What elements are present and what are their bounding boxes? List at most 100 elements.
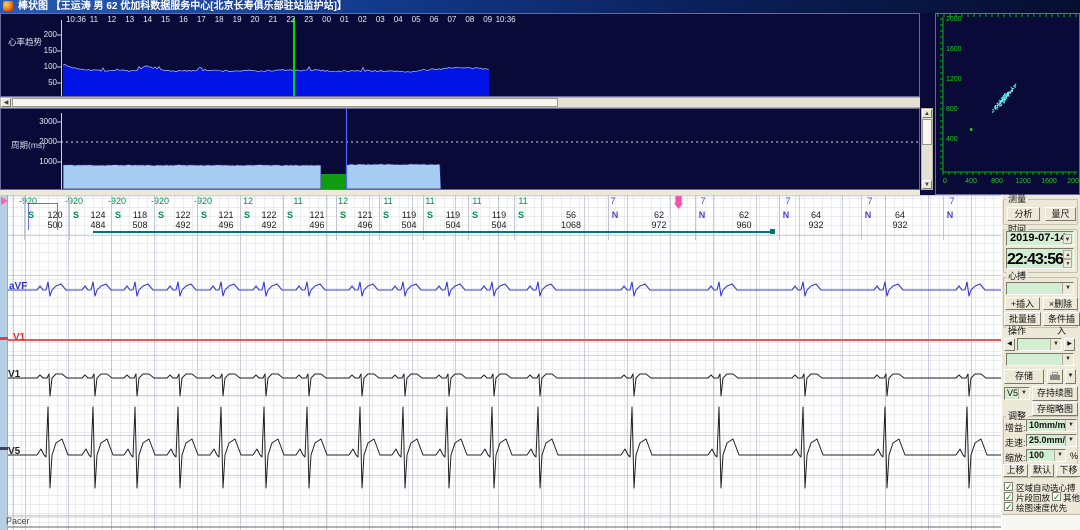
beat-label-n[interactable]: N xyxy=(864,210,872,220)
interval-rr-value: 492 xyxy=(175,220,191,230)
move-up-button[interactable]: 上移 xyxy=(1003,464,1028,477)
beat-label-s[interactable]: S xyxy=(517,210,524,220)
lead-label-red: V1 xyxy=(13,332,26,343)
beat-label-s[interactable]: S xyxy=(382,210,389,220)
interval-hr-value: 121 xyxy=(218,210,234,220)
beat-label-s[interactable]: S xyxy=(114,210,121,220)
ecg-strip-area[interactable]: -920 -920 -920 -920 -920 12 11 12 11 11 11 11 7 7 7 7 7 S… xyxy=(0,195,1001,530)
ruler-button[interactable]: 量尺 xyxy=(1045,207,1076,221)
scatter-xtick: 800 xyxy=(991,178,1003,185)
date-select[interactable]: 2019-07-14 ▼ xyxy=(1006,231,1074,246)
interval-hr-value: 62 xyxy=(738,210,749,220)
delete-beat-button[interactable]: ×删除 xyxy=(1043,297,1078,310)
rr-period-panel[interactable]: 周期(ms) 3000 2000 1000 xyxy=(0,108,920,190)
scrollbar-thumb[interactable] xyxy=(12,98,558,107)
beat-selection-bracket[interactable] xyxy=(28,203,58,230)
beat-interval-mark: 7 xyxy=(700,196,706,206)
zoom-select[interactable]: 100 ▼ xyxy=(1026,449,1066,462)
dropdown-arrow-icon[interactable]: ▼ xyxy=(1018,388,1029,399)
time-spin-down[interactable]: ▼ xyxy=(1063,259,1072,268)
hr-xtick: 11 xyxy=(89,15,99,24)
hr-xtick: 06 xyxy=(429,15,439,24)
move-down-button[interactable]: 下移 xyxy=(1056,464,1080,477)
period-scrollbar-thumb[interactable] xyxy=(922,119,932,145)
save-continuous-button[interactable]: 存持续图 xyxy=(1032,386,1078,401)
interval-rr-value: 496 xyxy=(357,220,373,230)
beat-label-n[interactable]: N xyxy=(946,210,954,220)
interval-rr-value: 972 xyxy=(651,220,667,230)
beat-interval-mark: 7 xyxy=(610,196,616,206)
beat-label-s[interactable]: S xyxy=(200,210,207,220)
beat-annotation-row[interactable]: -920 -920 -920 -920 -920 12 11 12 11 11 11 11 7 7 7 7 7 S… xyxy=(0,195,1001,241)
beat-label-n[interactable]: N xyxy=(611,210,619,220)
time-spinner[interactable]: 22:43:56 ▲ ▼ xyxy=(1006,248,1074,269)
dropdown-arrow-icon[interactable]: ▼ xyxy=(1050,339,1061,350)
scatter-xtick: 1200 xyxy=(1015,178,1031,185)
beat-label-s[interactable]: S xyxy=(27,210,34,220)
scroll-up-button[interactable]: ▲ xyxy=(922,109,932,118)
op-select-1[interactable]: ▼ xyxy=(1017,338,1062,351)
hr-xtick: 22 xyxy=(286,15,296,24)
dropdown-arrow-icon[interactable]: ▼ xyxy=(1062,283,1073,294)
beat-label-s[interactable]: S xyxy=(72,210,79,220)
gain-select[interactable]: 10mm/mV ▼ xyxy=(1026,419,1077,432)
op-next-button[interactable]: ▶ xyxy=(1064,338,1075,351)
conditional-insert-button[interactable]: 条件插入 xyxy=(1043,312,1080,336)
interval-hr-value: 119 xyxy=(491,210,507,220)
op-select-2[interactable]: ▼ xyxy=(1006,353,1074,366)
lead-label-v1: V1 xyxy=(8,369,21,380)
beat-interval-mark: -920 xyxy=(107,196,126,206)
time-spin-up[interactable]: ▲ xyxy=(1063,250,1072,259)
title-bar[interactable]: 棒状图 【王运涛 男 62 优加科数据服务中心[北京长寿俱乐部驻站监护站]】 xyxy=(0,0,1080,13)
beat-label-s[interactable]: S xyxy=(157,210,164,220)
dropdown-arrow-icon[interactable]: ▼ xyxy=(1065,435,1076,446)
beat-interval-mark: 12 xyxy=(337,196,348,206)
episode-bar-endpoint[interactable] xyxy=(770,229,775,234)
beat-label-n[interactable]: N xyxy=(698,210,706,220)
scroll-down-button[interactable]: ▼ xyxy=(922,180,932,189)
analyze-button[interactable]: 分析 xyxy=(1007,207,1040,221)
speed-select[interactable]: 25.0mm/s ▼ xyxy=(1026,434,1077,447)
print-button[interactable] xyxy=(1047,369,1063,384)
beat-label-s[interactable]: S xyxy=(426,210,433,220)
interval-rr-value: 496 xyxy=(309,220,325,230)
dropdown-arrow-icon[interactable]: ▼ xyxy=(1065,420,1076,431)
default-button[interactable]: 默认 xyxy=(1030,464,1054,477)
beat-type-select[interactable]: ▼ xyxy=(1006,282,1074,295)
save-thumbnail-button[interactable]: 存缩略图 xyxy=(1032,402,1078,416)
beat-label-n[interactable]: N xyxy=(782,210,790,220)
lead-select[interactable]: V5 ▼ xyxy=(1004,387,1030,400)
beat-label-s[interactable]: S xyxy=(339,210,346,220)
save-button[interactable]: 存储 xyxy=(1004,369,1044,384)
zoom-label: 缩放: xyxy=(1005,453,1026,463)
beat-label-s[interactable]: S xyxy=(286,210,293,220)
scroll-left-button[interactable]: ◀ xyxy=(1,98,11,107)
time-scrollbar[interactable]: ◀ ▶ xyxy=(0,97,934,108)
poincare-plot-panel[interactable]: 2000 1600 1200 800 400 0 400 800 1200 1600 2000 xyxy=(935,13,1080,195)
interval-hr-value: 122 xyxy=(175,210,191,220)
heart-rate-trend-panel[interactable]: 心率趋势 200 150 100 50 10:36 11 12 13 14 15 16 17 18 19 2… xyxy=(0,13,920,97)
dropdown-arrow-icon[interactable]: ▼ xyxy=(1054,450,1065,461)
scatter-ytick: 800 xyxy=(946,106,958,113)
ecg-traces-svg xyxy=(0,281,1001,528)
batch-insert-button[interactable]: 批量插入 xyxy=(1004,312,1041,336)
bookmark-arrow-icon[interactable] xyxy=(674,196,683,209)
interval-hr-value: 121 xyxy=(357,210,373,220)
interval-rr-value: 504 xyxy=(445,220,461,230)
interval-rr-value: 932 xyxy=(808,220,824,230)
scatter-ytick: 2000 xyxy=(946,16,962,23)
segment-replay-checkbox[interactable]: ✓ xyxy=(1004,492,1013,502)
beat-cell-divider xyxy=(779,195,780,240)
gutter-red-mark xyxy=(0,337,8,340)
draw-priority-checkbox[interactable]: ✓ xyxy=(1004,502,1013,512)
beat-label-s[interactable]: S xyxy=(243,210,250,220)
insert-beat-button[interactable]: +插入 xyxy=(1005,297,1040,310)
op-prev-button[interactable]: ◀ xyxy=(1004,338,1015,351)
dropdown-arrow-icon[interactable]: ▼ xyxy=(1062,354,1073,365)
other-checkbox[interactable]: ✓ xyxy=(1052,492,1061,502)
auto-select-checkbox[interactable]: ✓ xyxy=(1004,482,1013,492)
date-dropdown-arrow[interactable]: ▼ xyxy=(1063,234,1072,244)
print-options-arrow[interactable]: ▼ xyxy=(1065,369,1076,384)
period-scrollbar[interactable]: ▲ ▼ xyxy=(921,108,933,190)
beat-label-s[interactable]: S xyxy=(471,210,478,220)
